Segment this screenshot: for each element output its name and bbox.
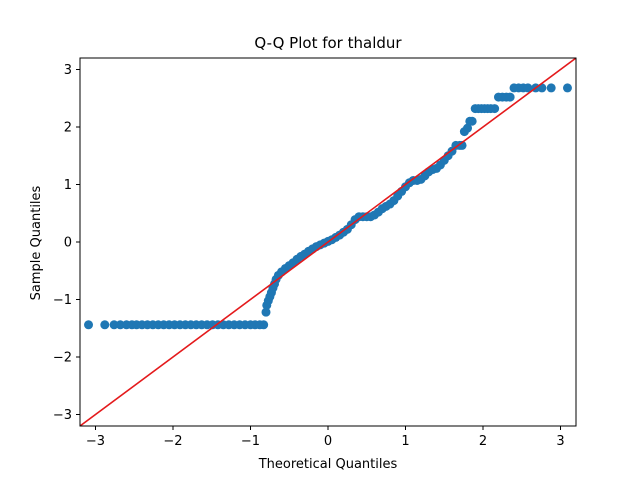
x-tick-label: −1 (241, 434, 260, 449)
data-point (109, 320, 119, 330)
data-point (115, 320, 125, 330)
y-tick-label: −2 (53, 351, 72, 366)
data-point (562, 83, 572, 93)
data-point (490, 104, 500, 114)
data-point (259, 320, 269, 330)
y-tick-label: 1 (64, 178, 72, 193)
data-point (84, 320, 94, 330)
data-point (505, 92, 515, 102)
chart-title: Q-Q Plot for thaldur (254, 34, 402, 52)
y-tick-label: −1 (53, 293, 72, 308)
x-axis-ticks: −3 −2 −1 0 1 2 3 (86, 426, 565, 449)
reference-line (80, 58, 576, 426)
data-points (84, 83, 572, 330)
x-tick-label: 1 (401, 434, 409, 449)
y-axis-label: Sample Quantiles (29, 185, 44, 300)
x-tick-label: −3 (86, 434, 105, 449)
x-tick-label: 0 (324, 434, 332, 449)
data-point (463, 123, 472, 133)
x-tick-label: 3 (556, 434, 564, 449)
reference-line-layer (80, 58, 576, 426)
data-point (546, 83, 556, 93)
y-tick-label: 0 (64, 236, 72, 251)
x-axis-label: Theoretical Quantiles (258, 457, 398, 472)
y-tick-label: −3 (53, 408, 72, 423)
y-tick-label: 2 (64, 121, 72, 136)
data-point (261, 307, 271, 317)
y-tick-label: 3 (64, 63, 72, 78)
x-tick-label: −2 (163, 434, 182, 449)
data-point (523, 83, 533, 93)
x-tick-label: 2 (479, 434, 487, 449)
data-point (457, 140, 467, 150)
y-axis-ticks: −3 −2 −1 0 1 2 3 (53, 63, 80, 423)
data-point (100, 320, 110, 330)
data-point (467, 116, 477, 126)
